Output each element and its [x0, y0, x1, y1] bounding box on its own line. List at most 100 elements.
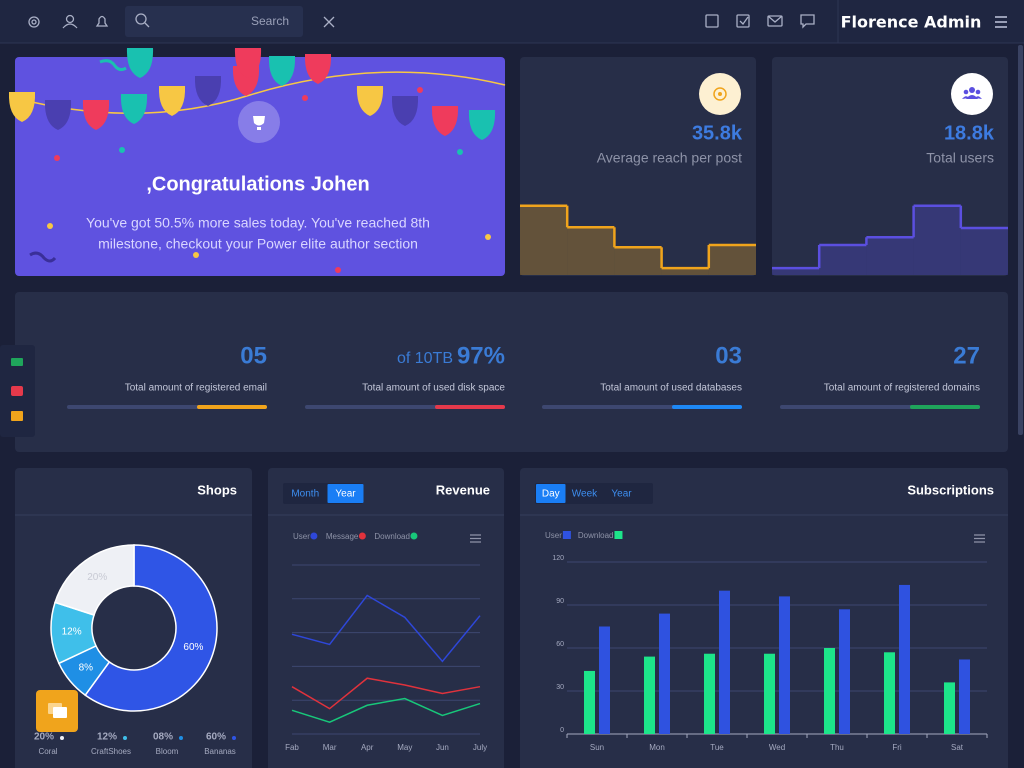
legend-swatch [60, 736, 64, 740]
legend-swatch [123, 736, 127, 740]
toggle-button[interactable] [536, 484, 566, 503]
legend-label: Download [578, 531, 614, 540]
users-icon [962, 87, 982, 99]
reach-icon [713, 87, 727, 101]
search-box[interactable] [125, 6, 303, 37]
bunting-flag [126, 48, 154, 78]
stat-label: Total amount of registered domains [824, 383, 980, 394]
legend-swatch [310, 532, 318, 540]
chart-menu[interactable] [974, 534, 985, 543]
step-area [866, 237, 914, 275]
calendar-icon[interactable] [705, 14, 719, 28]
legend-swatch [358, 532, 366, 540]
stat-label: Total users [926, 150, 994, 166]
charts: 05 Total amount of registered email 97%of … [34, 204, 1008, 756]
users-card [772, 57, 1008, 276]
y-tick-label: 0 [560, 727, 564, 734]
legend-value: 20% [34, 732, 54, 743]
x-tick-label: Jun [436, 743, 449, 752]
legend-swatch [562, 531, 571, 539]
line-series [291, 677, 481, 710]
y-tick-label: 90 [556, 598, 564, 605]
confetti-piece [193, 252, 199, 258]
task-icon[interactable] [736, 14, 750, 28]
bar [719, 590, 730, 734]
bell-icon[interactable] [95, 15, 109, 27]
x-tick-label: Apr [361, 743, 374, 752]
y-tick-label: 120 [552, 555, 564, 562]
reach-icon-core [718, 92, 722, 96]
confetti-piece [119, 147, 125, 153]
confetti-piece [302, 95, 308, 101]
revenue-card [268, 468, 504, 768]
menu-icon[interactable] [995, 16, 1007, 28]
y-tick-label: 60 [556, 641, 564, 648]
x-tick-label: May [397, 743, 412, 752]
toggle-button[interactable] [327, 484, 364, 503]
fullscreen-icon[interactable] [323, 16, 335, 28]
search-placeholder: Search [251, 14, 289, 28]
side-icon[interactable] [11, 411, 23, 421]
slice-label: 20% [87, 572, 107, 583]
legend-value: 60% [206, 732, 226, 743]
step-area [819, 244, 867, 275]
welcome-text: milestone, checkout your Power elite aut… [98, 236, 418, 252]
legend-label: User [545, 531, 562, 540]
step-area [708, 244, 756, 275]
stat-label: Total amount of registered email [125, 383, 267, 394]
bunting-flag [356, 86, 384, 116]
x-tick-label: July [473, 743, 487, 752]
toggle-button-label: Month [291, 489, 319, 500]
topbar-icons [28, 14, 1007, 29]
side-icon[interactable] [11, 358, 23, 366]
chat-button-icon [53, 707, 67, 718]
legend-value: 08% [153, 732, 173, 743]
x-tick-label: Thu [830, 743, 844, 752]
slice-label: 8% [79, 662, 94, 673]
bar [899, 584, 910, 734]
legend-swatch [614, 531, 623, 539]
stat-value: 35.8k [692, 122, 743, 144]
bunting-flag [431, 106, 459, 136]
search-icon-handle [144, 22, 150, 28]
confetti-squiggle [99, 59, 127, 72]
legend-swatch [232, 736, 236, 740]
mail-icon[interactable] [767, 15, 783, 27]
stat-value: 97% [457, 342, 505, 369]
bar [839, 609, 850, 734]
toggle-button[interactable] [566, 484, 603, 503]
bunting-flag [234, 48, 262, 78]
user-icon-body [62, 23, 78, 29]
bunting-flag [268, 56, 296, 86]
x-tick-label: Mon [649, 743, 665, 752]
stat-value: 27 [953, 342, 980, 369]
welcome-text: You've got 50.5% more sales today. You'v… [86, 215, 430, 231]
settings-icon[interactable] [28, 16, 40, 28]
slice-label: 12% [62, 627, 82, 638]
chat-icon[interactable] [800, 14, 815, 29]
user-icon[interactable] [65, 14, 75, 24]
toggle-button[interactable] [284, 484, 327, 503]
step-area [567, 227, 615, 275]
step-area [520, 205, 568, 275]
users-icon-badge [951, 73, 993, 115]
bar [959, 659, 970, 734]
toggle-button-label: Week [572, 489, 598, 500]
bunting-flag [8, 92, 36, 122]
x-tick-label: Tue [710, 743, 724, 752]
y-tick-label: 30 [556, 684, 564, 691]
legend-label: Coral [38, 747, 57, 756]
task-check [739, 16, 749, 26]
side-icon[interactable] [11, 386, 23, 396]
bar [644, 656, 655, 734]
toggle-button[interactable] [603, 484, 640, 503]
bunting-flag [44, 100, 72, 130]
stat-prefix: of 10TB [397, 350, 453, 367]
brand: Florence Admin [841, 13, 982, 32]
chart-menu-icons [470, 534, 985, 543]
line-series [291, 697, 481, 723]
trophy-icon [253, 116, 265, 130]
confetti-piece [335, 267, 341, 273]
chart-menu[interactable] [470, 534, 481, 543]
